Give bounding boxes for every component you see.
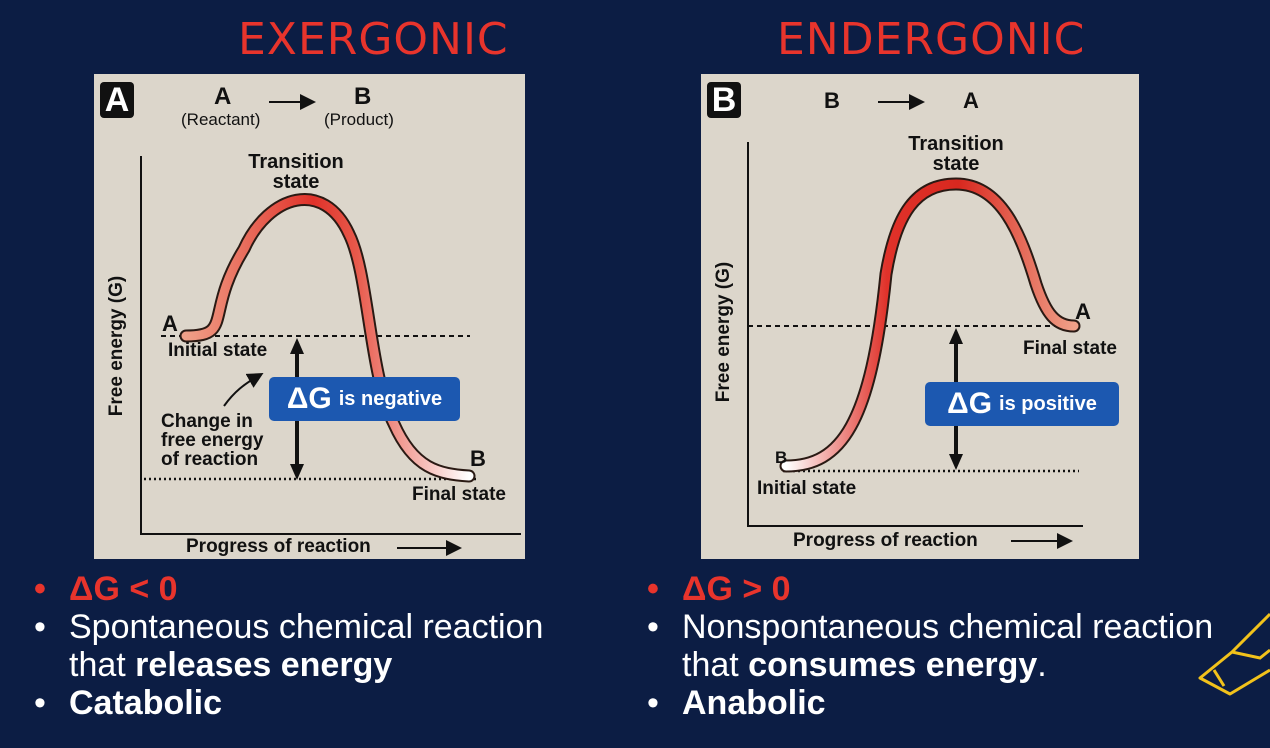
rocket-outline-icon [1198, 612, 1270, 696]
transition-state-label: Transition state [248, 151, 344, 193]
change-label: Change in free energy of reaction [161, 411, 264, 470]
endergonic-graph: Free energy (G) [713, 94, 1083, 549]
eq-from-sub: (Reactant) [181, 110, 261, 129]
exergonic-heading: EXERGONIC [238, 14, 509, 65]
eq-to: B [354, 83, 372, 110]
endergonic-diagram: Free energy (G) B B A Transition state A … [701, 74, 1139, 559]
energy-curve [781, 179, 1079, 471]
x-axis-label: Progress of reaction [793, 530, 978, 551]
endergonic-heading: ENDERGONIC [777, 14, 1086, 65]
point-a-label: A [162, 311, 178, 336]
eq-to: A [963, 88, 979, 113]
eq-to-sub: (Product) [324, 110, 394, 129]
exergonic-diagram: Free energy (G) A A (Reactant) B (Produc… [94, 74, 525, 559]
point-b-label: B [775, 448, 788, 467]
y-axis-label: Free energy (G) [713, 262, 734, 402]
bullet-nonspontaneous: • Nonspontaneous chemical reaction that co… [647, 608, 1214, 684]
bullet-delta-g: • ΔG > 0 [647, 570, 791, 608]
eq-from: B [824, 88, 840, 113]
pointer-arrow [223, 373, 264, 407]
bullet-anabolic: • Anabolic [647, 684, 826, 722]
y-axis-label: Free energy (G) [106, 276, 127, 416]
x-axis-label: Progress of reaction [186, 536, 371, 557]
final-state-label: Final state [1023, 338, 1117, 359]
energy-curve [181, 195, 474, 481]
panel-badge-b: B [707, 82, 741, 118]
panel-badge-a: A [100, 82, 134, 118]
transition-state-label: Transition state [908, 133, 1004, 175]
delta-g-box: ΔG is positive [925, 382, 1119, 426]
axes [747, 142, 1083, 527]
final-state-label: Final state [412, 484, 506, 505]
exergonic-bullets: • ΔG < 0 • Spontaneous chemical reaction th… [34, 570, 543, 722]
initial-state-label: Initial state [757, 478, 857, 499]
initial-state-label: Initial state [168, 340, 268, 361]
exergonic-graph: Free energy (G) [106, 94, 521, 556]
point-b-label: B [470, 446, 486, 471]
endergonic-bullets: • ΔG > 0 • Nonspontaneous chemical reactio… [647, 570, 1213, 722]
eq-from: A [214, 83, 232, 110]
delta-g-box: ΔG is negative [269, 377, 460, 421]
bullet-spontaneous: • Spontaneous chemical reaction that relea… [34, 608, 544, 684]
axes [140, 156, 521, 535]
bullet-catabolic: • Catabolic [34, 684, 223, 722]
point-a-label: A [1075, 299, 1091, 324]
bullet-delta-g: • ΔG < 0 [34, 570, 178, 608]
